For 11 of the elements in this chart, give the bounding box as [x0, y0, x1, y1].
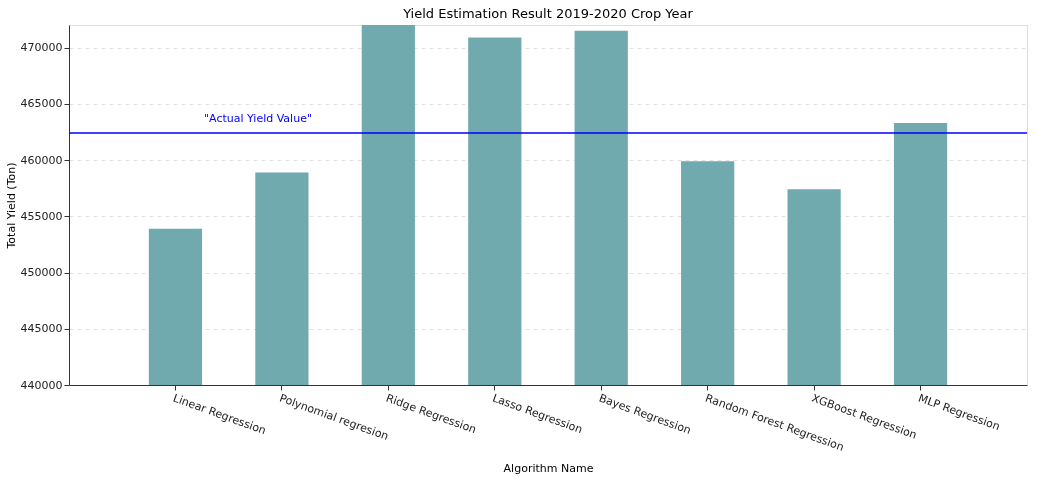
- y-tick-label: 455000: [20, 209, 63, 223]
- y-tick-label: 450000: [20, 266, 63, 279]
- ref-line-label: "Actual Yield Value": [204, 112, 312, 125]
- y-axis-title: Total Yield (Ton): [4, 162, 18, 250]
- y-tick-label: 465000: [20, 97, 63, 111]
- y-tick-label: 460000: [20, 153, 63, 167]
- y-tick-label: 470000: [20, 41, 63, 54]
- chart-title: Yield Estimation Result 2019-2020 Crop Year: [402, 6, 694, 21]
- x-axis-title: Algorithm Name: [503, 461, 594, 475]
- y-tick-label: 440000: [20, 378, 63, 392]
- y-tick-label: 445000: [20, 322, 63, 336]
